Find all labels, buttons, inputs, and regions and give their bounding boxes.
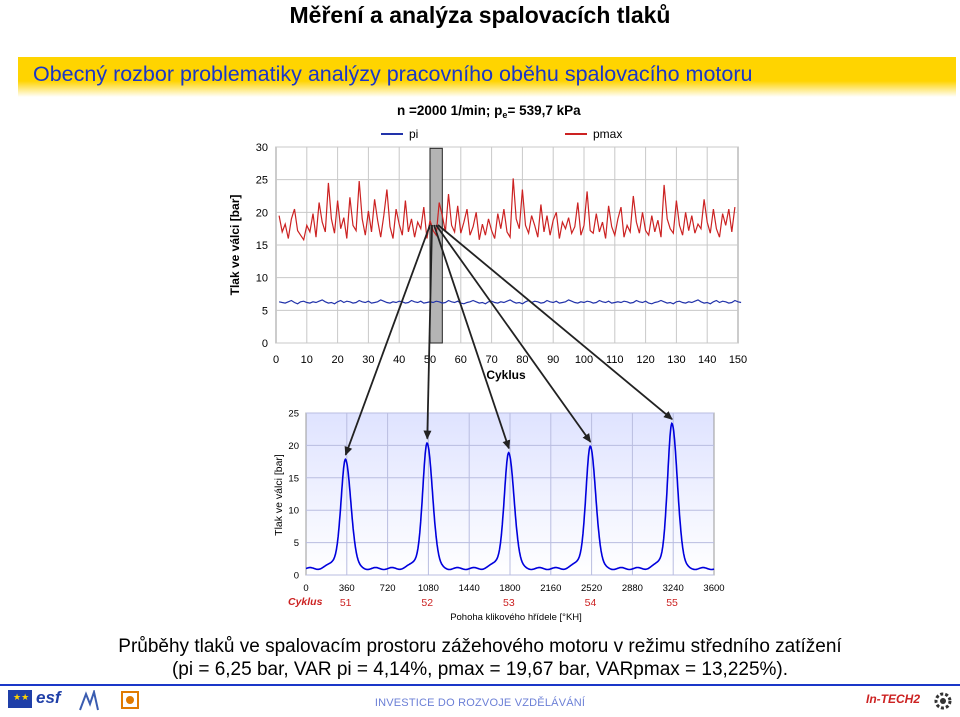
bottom-cycle-numbers: 51 52 53 54 55 — [340, 597, 678, 609]
bottom-x-tick-label: 1800 — [499, 583, 520, 594]
bottom-y-axis-label: Tlak ve válci [bar] — [273, 454, 285, 536]
bottom-x-axis-label: Pohoha klikového hřídele [°KH] — [450, 612, 582, 623]
cycle-number-label: 53 — [503, 597, 515, 609]
top-x-tick-label: 50 — [424, 354, 436, 366]
bottom-y-tick-label: 20 — [288, 441, 299, 452]
top-y-tick-label: 0 — [262, 338, 268, 350]
footer-divider — [0, 684, 960, 686]
top-x-tick-label: 80 — [516, 354, 528, 366]
bottom-x-tick-label: 2520 — [581, 583, 602, 594]
top-x-tick-label: 20 — [331, 354, 343, 366]
bottom-x-tick-label: 3600 — [703, 583, 724, 594]
subtitle-banner — [18, 57, 956, 97]
top-x-tick-label: 150 — [729, 354, 747, 366]
top-x-tick-label: 100 — [575, 354, 593, 366]
subtitle-text: Obecný rozbor problematiky analýzy praco… — [33, 62, 753, 86]
top-x-tick-label: 90 — [547, 354, 559, 366]
top-x-tick-label: 40 — [393, 354, 405, 366]
top-x-tick-label: 120 — [636, 354, 654, 366]
eu-flag-logo: ★★ — [8, 690, 32, 708]
bottom-x-tick-label: 2880 — [622, 583, 643, 594]
top-y-ticks: 0 5 10 15 20 25 30 — [256, 142, 268, 350]
bottom-y-tick-label: 0 — [294, 571, 299, 582]
bottom-x-tick-label: 1080 — [418, 583, 439, 594]
cycle-label: Cyklus — [288, 596, 323, 608]
bottom-y-tick-label: 5 — [294, 538, 299, 549]
bottom-x-tick-label: 1440 — [459, 583, 480, 594]
pressure-trace-line — [305, 421, 715, 571]
top-x-ticks: 0 10 20 30 40 50 60 70 80 90 100 110 120 130 140 150 — [273, 354, 747, 366]
bottom-y-tick-label: 15 — [288, 473, 299, 484]
esf-logo: esf — [36, 688, 61, 707]
top-chart-title: n =2000 1/min; pe= 539,7 kPa — [397, 103, 581, 120]
cycle-number-label: 55 — [666, 597, 678, 609]
eu-stars-icon: ★★ — [13, 692, 30, 702]
top-y-axis-label: Tlak ve válci [bar] — [228, 195, 242, 296]
top-y-tick-label: 5 — [262, 305, 268, 317]
intech2-logo: In-TECH2 — [866, 692, 920, 706]
top-x-tick-label: 130 — [667, 354, 685, 366]
bottom-x-tick-label: 360 — [339, 583, 355, 594]
top-y-tick-label: 30 — [256, 142, 268, 154]
top-y-tick-label: 10 — [256, 273, 268, 285]
top-chart-legend: pi pmax — [381, 127, 622, 141]
bottom-x-ticks: 0 360 720 1080 1440 1800 2160 2520 2880 3240 3600 — [303, 583, 724, 594]
top-x-axis-label: Cyklus — [486, 368, 526, 382]
gear-logo-icon — [932, 690, 954, 712]
footer-text: INVESTICE DO ROZVOJE VZDĚLÁVÁNÍ — [374, 697, 586, 709]
top-y-tick-label: 25 — [256, 175, 268, 187]
caption-line-1: Průběhy tlaků ve spalovacím prostoru záž… — [118, 636, 842, 657]
top-x-tick-label: 0 — [273, 354, 279, 366]
bottom-y-ticks: 0 5 10 15 20 25 — [288, 409, 299, 582]
university-logo — [120, 690, 140, 710]
top-x-tick-label: 60 — [455, 354, 467, 366]
top-x-tick-label: 70 — [485, 354, 497, 366]
bottom-y-tick-label: 10 — [288, 506, 299, 517]
bottom-x-tick-label: 0 — [303, 583, 308, 594]
top-chart-cycle-pressure: n =2000 1/min; pe= 539,7 kPa pi pmax 0 5 1… — [228, 103, 747, 382]
legend-pi-label: pi — [409, 127, 418, 141]
top-x-tick-label: 30 — [362, 354, 374, 366]
ministry-logo — [78, 688, 100, 712]
cycle-number-label: 51 — [340, 597, 352, 609]
cycle-number-label: 54 — [585, 597, 597, 609]
bottom-x-tick-label: 3240 — [663, 583, 684, 594]
cycle-number-label: 52 — [421, 597, 433, 609]
top-y-tick-label: 20 — [256, 207, 268, 219]
bottom-y-tick-label: 25 — [288, 409, 299, 420]
bottom-x-tick-label: 2160 — [540, 583, 561, 594]
top-x-tick-label: 110 — [606, 354, 624, 366]
highlighted-cycle-band — [429, 147, 443, 344]
legend-pmax-label: pmax — [593, 127, 622, 141]
top-x-tick-label: 140 — [698, 354, 716, 366]
bottom-x-tick-label: 720 — [380, 583, 396, 594]
top-y-tick-label: 15 — [256, 240, 268, 252]
bottom-chart-crank-pressure: 0 5 10 15 20 25 0 360 720 1080 1440 1800 2160 2520 28… — [273, 409, 725, 624]
caption-line-2: (pi = 6,25 bar, VAR pi = 4,14%, pmax = 1… — [171, 659, 789, 680]
slide-title: Měření a analýza spalovacích tlaků — [289, 2, 671, 28]
top-x-tick-label: 10 — [301, 354, 313, 366]
